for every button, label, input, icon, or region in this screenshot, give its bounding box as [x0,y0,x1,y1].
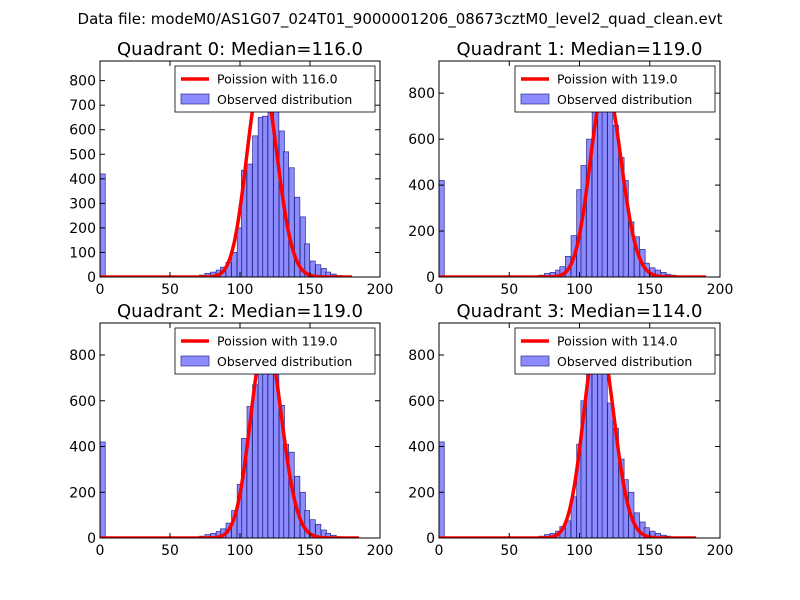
quadrant-0-bar [325,271,331,277]
quadrant-3-xtick-label: 50 [500,543,518,559]
quadrant-2-xtick-label: 50 [161,543,179,559]
quadrant-0-bar [288,167,295,277]
quadrant-2-ytick-label: 600 [69,394,96,410]
figure-suptitle: Data file: modeM0/AS1G07_024T01_90000012… [78,10,723,29]
quadrant-2-bar [315,523,322,538]
quadrant-1-bars [439,81,688,277]
quadrant-0-ytick-label: 800 [69,74,96,90]
quadrant-0-ytick-label: 700 [69,98,96,114]
quadrant-1-bar [612,124,619,277]
quadrant-2-ytick-label: 200 [69,485,96,501]
quadrant-2-ytick-label: 400 [69,440,96,456]
quadrant-3-legend-poisson-label: Poission with 114.0 [557,334,678,349]
quadrant-3-chart: 0 50 100 150 200 0 200 400 600 800 Quadrant 3: Med… [408,301,733,559]
quadrant-1-xtick-label: 150 [636,282,663,298]
quadrant-3-legend: Poission with 114.0 Observed distribution [514,327,716,375]
quadrant-2-bar [100,441,106,538]
quadrant-1-legend-bar-swatch [520,93,550,105]
quadrant-0-bar [100,173,106,277]
quadrant-2-xtick-label: 200 [367,543,394,559]
quadrant-1-xtick-label: 200 [707,282,734,298]
quadrant-0-ytick-label: 600 [69,123,96,139]
quadrant-2-legend-bar-swatch [180,355,210,367]
quadrant-2-legend-observed-label: Observed distribution [217,354,352,369]
quadrant-3-ytick-label: 600 [408,394,435,410]
quadrant-1-bar [549,272,556,277]
quadrant-2-ytick-label: 0 [87,531,96,547]
quadrant-2-bar [267,350,274,538]
quadrant-1-xtick-label: 0 [435,282,444,298]
quadrant-1-ytick-label: 600 [408,132,435,148]
quadrant-3-bar [439,441,445,538]
quadrant-2-xtick-label: 100 [227,543,254,559]
quadrant-3-bar [580,400,587,538]
quadrant-3-bar [655,533,661,538]
quadrant-0-title: Quadrant 0: Median=116.0 [117,39,363,60]
quadrant-0-legend-observed-label: Observed distribution [217,92,352,107]
quadrant-3-xtick-label: 100 [566,543,593,559]
quadrant-3-bar [643,527,650,538]
quadrant-0-ytick-label: 100 [69,245,96,261]
quadrant-2-legend: Poission with 119.0 Observed distribution [174,327,376,375]
quadrant-1-bar [439,180,445,277]
quadrant-3-legend-observed-label: Observed distribution [557,354,692,369]
quadrant-1-bar [586,138,593,277]
quadrant-0-bars [100,87,348,277]
quadrant-0-ytick-label: 400 [69,172,96,188]
quadrant-2-ytick-label: 800 [69,348,96,364]
quadrant-1-bar [622,180,629,277]
quadrant-3-ytick-label: 200 [408,485,435,501]
quadrant-2-bar [325,533,331,538]
quadrant-2-xtick-label: 0 [96,543,105,559]
quadrant-0-ytick-label: 0 [87,270,96,286]
quadrant-2-legend-poisson-label: Poission with 119.0 [217,334,338,349]
quadrant-1-chart: 0 50 100 150 200 0 200 400 600 800 Quadrant 1: Med… [408,39,733,298]
quadrant-1-ytick-label: 800 [408,86,435,102]
quadrant-3-bar [601,356,608,538]
quadrant-0-xtick-label: 50 [161,282,179,298]
quadrant-3-ytick-label: 0 [426,531,435,547]
quadrant-2-bar [246,406,253,538]
quadrant-0-bar [252,135,259,277]
quadrant-3-xtick-label: 0 [435,543,444,559]
quadrant-0-bar [262,115,268,277]
quadrant-0-xtick-label: 200 [367,282,394,298]
quadrant-1-xtick-label: 100 [566,282,593,298]
quadrant-3-xtick-label: 200 [707,543,734,559]
quadrant-1-legend-observed-label: Observed distribution [557,92,692,107]
quadrant-1-legend-poisson-label: Poission with 119.0 [557,72,678,87]
quadrant-3-title: Quadrant 3: Median=114.0 [457,301,703,322]
quadrant-3-ytick-label: 400 [408,440,435,456]
quadrant-2-bar [309,519,316,538]
quadrant-1-legend: Poission with 119.0 Observed distribution [514,65,716,113]
quadrant-1-title: Quadrant 1: Median=119.0 [457,39,703,60]
quadrant-0-ytick-label: 500 [69,147,96,163]
quadrant-1-xtick-label: 50 [500,282,518,298]
quadrant-2-title: Quadrant 2: Median=119.0 [117,301,363,322]
quadrant-2-xtick-label: 150 [297,543,324,559]
quadrant-0-xtick-label: 150 [297,282,324,298]
quadrant-2-poisson-curve [100,334,360,538]
quadrant-3-bar [607,402,614,538]
quadrant-0-legend-bar-swatch [180,93,210,105]
quadrant-0-xtick-label: 100 [227,282,254,298]
quadrant-0-legend-poisson-label: Poission with 116.0 [217,72,338,87]
quadrant-1-bar [607,92,614,277]
quadrant-3-ytick-label: 800 [408,348,435,364]
quadrant-3-legend-bar-swatch [520,355,550,367]
quadrant-1-ytick-label: 400 [408,178,435,194]
quadrant-0-bar [294,196,301,277]
quadrant-0-legend: Poission with 116.0 Observed distribution [174,65,376,113]
quadrant-0-bar [246,163,253,277]
quadrant-0-ytick-label: 200 [69,221,96,237]
quadrant-0-ytick-label: 300 [69,196,96,212]
quadrant-0-chart: 0 50 100 150 200 0 100 200 300 400 500 600 700 800 Qua… [69,39,393,298]
quadrant-2-chart: 0 50 100 150 200 0 200 400 600 800 Quadrant 2: Med… [69,301,393,559]
quadrant-3-xtick-label: 150 [636,543,663,559]
quadrant-1-ytick-label: 0 [426,270,435,286]
quadrant-0-xtick-label: 0 [96,282,105,298]
quadrant-1-bar [655,269,661,277]
quadrant-1-ytick-label: 200 [408,224,435,240]
